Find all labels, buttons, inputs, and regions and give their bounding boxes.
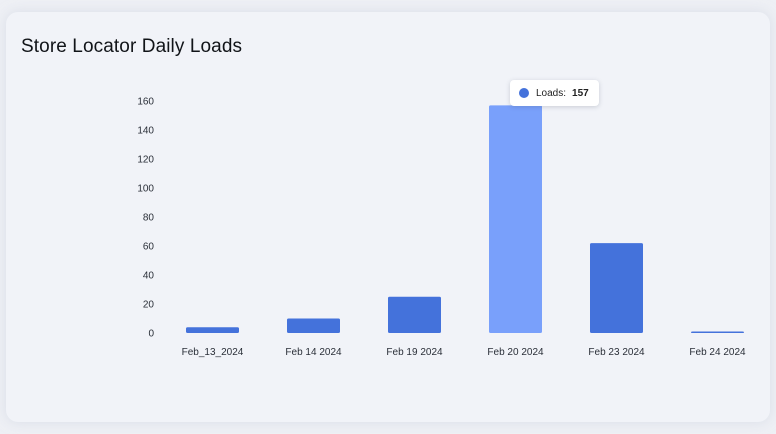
bars [186, 105, 744, 333]
bar[interactable] [287, 318, 340, 334]
x-tick-label: Feb 20 2024 [487, 347, 544, 358]
x-tick-label: Feb 23 2024 [588, 347, 645, 358]
bar[interactable] [186, 327, 239, 333]
y-tick-label: 20 [143, 300, 155, 311]
y-tick-label: 40 [143, 271, 155, 282]
bar[interactable] [388, 296, 441, 333]
y-tick-label: 80 [143, 213, 155, 224]
y-tick-label: 160 [137, 97, 154, 108]
y-tick-label: 60 [143, 242, 155, 253]
y-tick-label: 140 [137, 126, 154, 137]
x-tick-label: Feb 24 2024 [689, 347, 746, 358]
y-tick-label: 0 [148, 329, 154, 340]
bar-tooltip: Loads: 157 [510, 80, 599, 106]
x-axis: Feb_13_2024 Feb 14 2024 Feb 19 2024 Feb 20 … [182, 347, 746, 358]
chart-title: Store Locator Daily Loads [21, 36, 243, 57]
tooltip-label: Loads [536, 87, 564, 99]
chart-card: Store Locator Daily Loads [6, 12, 770, 422]
x-tick-label: Feb_13_2024 [182, 347, 244, 358]
x-tick-label: Feb 14 2024 [285, 347, 342, 358]
x-tick-label: Feb 19 2024 [386, 347, 443, 358]
y-tick-label: 120 [137, 155, 154, 166]
bar[interactable] [489, 105, 542, 333]
y-tick-label: 100 [137, 184, 154, 195]
y-axis: 0 20 40 60 80 100 120 140 160 [137, 97, 154, 340]
series-dot-icon [519, 88, 529, 98]
bar[interactable] [590, 243, 643, 333]
tooltip-separator: : [563, 87, 567, 99]
bar[interactable] [691, 331, 744, 334]
tooltip-value: 157 [572, 87, 589, 99]
